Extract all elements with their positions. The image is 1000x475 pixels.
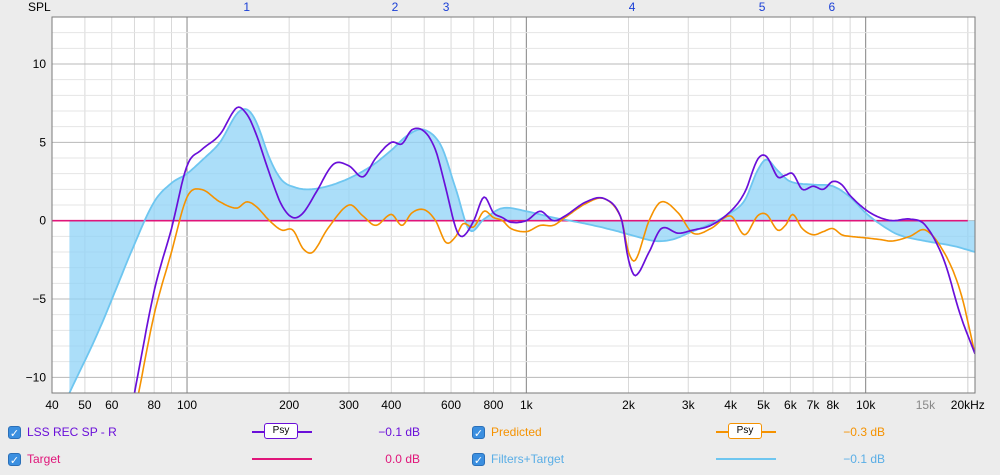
x-tick-label: 15k [916, 398, 936, 412]
y-tick-label: 0 [39, 214, 46, 228]
filter-marker-6[interactable]: 6 [829, 0, 836, 14]
legend: ✓ LSS REC SP - R Psy −0.1 dB ✓ Predicted… [0, 418, 1000, 475]
x-tick-label: 6k [784, 398, 798, 412]
y-axis-label: SPL [28, 0, 51, 14]
x-tick-label: 100 [177, 398, 197, 412]
legend-value-lss-rec: −0.1 dB [378, 425, 420, 439]
legend-value-predicted: −0.3 dB [843, 425, 885, 439]
x-tick-label: 300 [339, 398, 359, 412]
x-tick-label: 3k [682, 398, 696, 412]
y-tick-label: −5 [32, 292, 46, 306]
series-lss-rec-sp-r [133, 106, 975, 393]
checkbox-target[interactable]: ✓ [8, 452, 21, 467]
psy-box-lss-rec[interactable]: Psy [264, 423, 298, 439]
filter-marker-1[interactable]: 1 [243, 0, 250, 14]
legend-swatch-target [252, 448, 312, 470]
filter-marker-2[interactable]: 2 [392, 0, 399, 14]
x-tick-label: 1k [520, 398, 534, 412]
series-filters-target [68, 108, 975, 393]
x-tick-label: 20kHz [951, 398, 985, 412]
x-tick-label: 80 [147, 398, 161, 412]
x-tick-label: 10k [856, 398, 876, 412]
x-tick-label: 2k [622, 398, 636, 412]
x-tick-label: 800 [483, 398, 503, 412]
legend-item-filters-target[interactable]: ✓ Filters+Target [472, 448, 564, 470]
x-tick-label: 400 [381, 398, 401, 412]
legend-swatch-filters-target [716, 448, 776, 470]
legend-item-lss-rec[interactable]: ✓ LSS REC SP - R [8, 421, 117, 443]
x-tick-label: 4k [724, 398, 738, 412]
legend-item-target[interactable]: ✓ Target [8, 448, 60, 470]
y-tick-label: 5 [39, 135, 46, 149]
checkbox-lss-rec[interactable]: ✓ [8, 425, 21, 440]
x-tick-label: 200 [279, 398, 299, 412]
plot-border [51, 16, 976, 394]
filter-marker-5[interactable]: 5 [759, 0, 766, 14]
legend-swatch-predicted: Psy [716, 421, 776, 443]
x-tick-label: 600 [441, 398, 461, 412]
checkbox-filters-target[interactable]: ✓ [472, 452, 485, 467]
legend-value-filters-target: −0.1 dB [843, 452, 885, 466]
y-tick-label: 10 [33, 57, 47, 71]
x-tick-label: 60 [105, 398, 119, 412]
x-tick-label: 40 [45, 398, 59, 412]
psy-box-predicted[interactable]: Psy [728, 423, 762, 439]
series-predicted [137, 188, 975, 393]
checkbox-predicted[interactable]: ✓ [472, 425, 485, 440]
filter-marker-4[interactable]: 4 [629, 0, 636, 14]
x-tick-label: 5k [757, 398, 771, 412]
legend-swatch-lss-rec: Psy [252, 421, 312, 443]
y-tick-label: −10 [26, 370, 47, 384]
legend-label-predicted: Predicted [491, 425, 542, 439]
legend-label-filters-target: Filters+Target [491, 452, 565, 466]
legend-label-lss-rec: LSS REC SP - R [27, 425, 117, 439]
legend-value-target: 0.0 dB [385, 452, 420, 466]
legend-label-target: Target [27, 452, 61, 466]
filter-marker-3[interactable]: 3 [443, 0, 450, 14]
x-tick-label: 50 [78, 398, 92, 412]
x-tick-label: 8k [826, 398, 840, 412]
legend-item-predicted[interactable]: ✓ Predicted [472, 421, 542, 443]
x-tick-label: 7k [807, 398, 821, 412]
